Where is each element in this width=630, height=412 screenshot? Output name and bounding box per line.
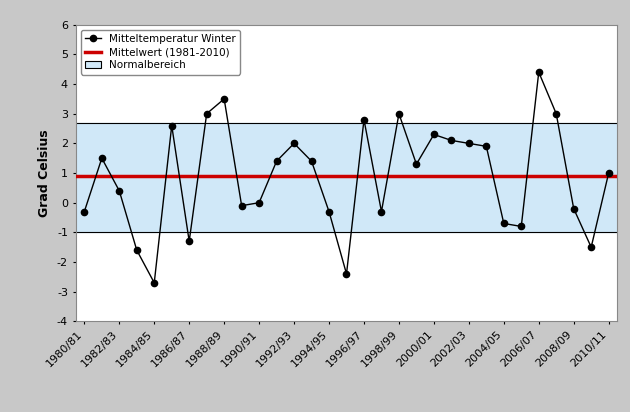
Legend: Mitteltemperatur Winter, Mittelwert (1981-2010), Normalbereich: Mitteltemperatur Winter, Mittelwert (198…	[81, 30, 240, 75]
Y-axis label: Grad Celsius: Grad Celsius	[38, 129, 51, 217]
